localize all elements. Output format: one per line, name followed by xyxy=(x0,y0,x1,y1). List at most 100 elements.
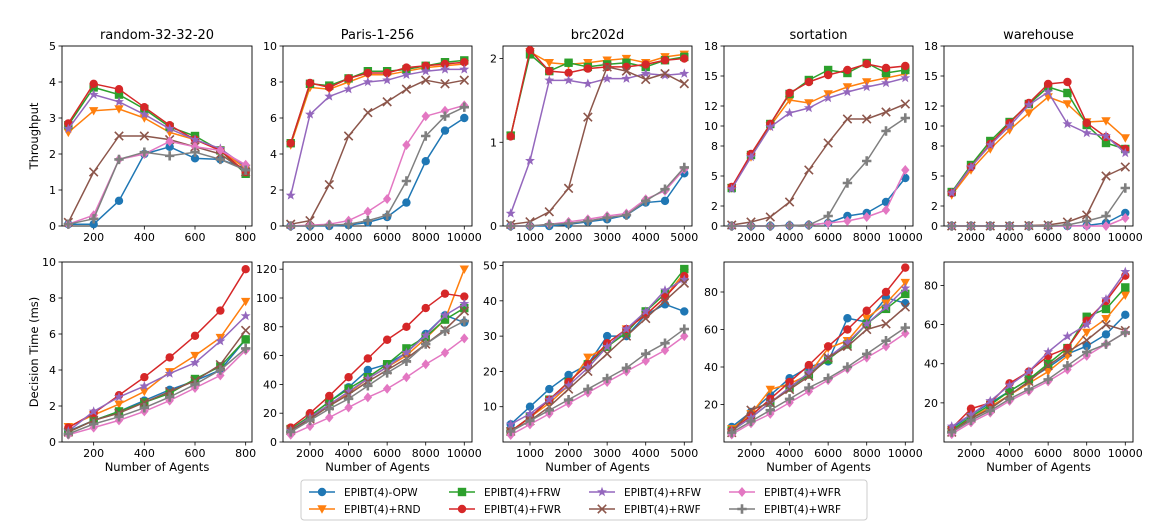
data-point xyxy=(459,306,470,316)
data-point xyxy=(305,78,315,88)
data-point xyxy=(343,219,354,229)
data-point xyxy=(563,218,574,229)
x-tick-label: 6000 xyxy=(814,447,842,460)
series-line xyxy=(731,282,906,430)
legend-label: EPIBT(4)+RND xyxy=(344,504,421,516)
data-point xyxy=(402,198,411,207)
y-tick-label: 4 xyxy=(270,148,277,161)
series-8 xyxy=(286,316,469,437)
data-point xyxy=(63,123,74,134)
data-point xyxy=(88,406,99,416)
data-point xyxy=(985,405,995,416)
subplot-9: 2000 4000 6000 8000 10000 20 40 60 80 Number of A… xyxy=(704,261,923,474)
data-point xyxy=(544,207,555,217)
subplot-title: sortation xyxy=(789,28,847,43)
data-point xyxy=(765,397,776,408)
data-point xyxy=(460,303,469,313)
data-point xyxy=(325,412,334,423)
legend-entry: EPIBT(4)+FRW xyxy=(449,487,561,499)
data-point xyxy=(966,415,976,426)
data-point xyxy=(440,326,450,336)
y-tick-label: 80 xyxy=(924,279,938,292)
data-point xyxy=(602,73,613,83)
y-tick-label: 4 xyxy=(49,364,56,377)
series-line xyxy=(67,83,247,173)
data-point xyxy=(881,68,891,78)
data-point xyxy=(861,81,872,92)
y-tick-label: 80 xyxy=(704,286,718,299)
data-point xyxy=(1101,171,1111,181)
data-point xyxy=(324,399,335,409)
series-line xyxy=(290,320,465,433)
data-point xyxy=(525,402,535,411)
data-point xyxy=(215,365,226,375)
data-point xyxy=(190,331,200,340)
series-7 xyxy=(727,328,910,440)
x-tick-label: 2000 xyxy=(296,447,324,460)
axes-frame xyxy=(502,261,693,443)
y-tick-label: 10 xyxy=(42,256,56,269)
data-point xyxy=(382,97,392,107)
x-axis-label: Number of Agents xyxy=(105,460,210,474)
data-point xyxy=(804,382,814,393)
data-point xyxy=(545,384,554,394)
data-point xyxy=(1120,291,1130,300)
y-tick-label: 6 xyxy=(270,112,277,125)
data-point xyxy=(823,138,833,148)
data-point xyxy=(621,363,632,373)
data-point xyxy=(660,296,670,306)
legend-label: EPIBT(4)+WFR xyxy=(764,487,841,499)
data-point xyxy=(823,373,833,383)
data-point xyxy=(1082,216,1092,226)
y-tick-label: 50 xyxy=(483,260,497,273)
axes-frame xyxy=(61,261,253,443)
data-point xyxy=(190,379,200,390)
data-point xyxy=(746,416,756,427)
data-point xyxy=(140,103,149,112)
data-point xyxy=(842,337,853,347)
series-line xyxy=(951,294,1126,431)
x-tick-label: 1000 xyxy=(516,231,544,244)
axes-frame xyxy=(502,45,693,227)
data-point xyxy=(382,194,392,204)
data-point xyxy=(114,400,124,409)
subplot-title: Paris-1-256 xyxy=(341,28,414,43)
y-tick-label: 0 xyxy=(49,436,56,449)
x-tick-label: 800 xyxy=(235,231,256,244)
data-point xyxy=(545,66,554,76)
x-tick-label: 4000 xyxy=(776,447,804,460)
legend-box xyxy=(300,479,868,521)
y-tick-label: 10 xyxy=(483,401,497,414)
data-point xyxy=(1043,86,1054,97)
legend-marker xyxy=(317,487,327,497)
data-point xyxy=(784,382,795,392)
data-point xyxy=(544,75,555,85)
data-point xyxy=(784,394,795,404)
data-point xyxy=(1024,109,1034,118)
data-point xyxy=(1120,147,1131,158)
series-line xyxy=(510,278,685,426)
data-point xyxy=(564,58,573,67)
data-point xyxy=(621,210,632,220)
series-line xyxy=(510,272,685,433)
series-line xyxy=(290,79,465,225)
data-point xyxy=(862,349,872,359)
data-point xyxy=(823,92,834,103)
data-point xyxy=(114,85,124,94)
y-tick-label: 18 xyxy=(704,40,718,53)
data-point xyxy=(506,221,516,231)
data-point xyxy=(680,264,689,274)
x-tick-label: 2000 xyxy=(737,447,765,460)
data-point xyxy=(621,331,632,341)
data-point xyxy=(420,66,431,76)
data-point xyxy=(1062,347,1073,357)
data-point xyxy=(1062,118,1073,129)
data-point xyxy=(1024,384,1034,394)
data-point xyxy=(216,306,225,315)
legend-marker xyxy=(737,487,747,497)
series-8 xyxy=(506,324,689,437)
data-point xyxy=(843,65,852,75)
legend-marker xyxy=(457,504,467,514)
subplot-3: 1000 2000 3000 4000 5000 0 1 2 brc202d xyxy=(490,28,698,244)
data-point xyxy=(583,64,593,73)
